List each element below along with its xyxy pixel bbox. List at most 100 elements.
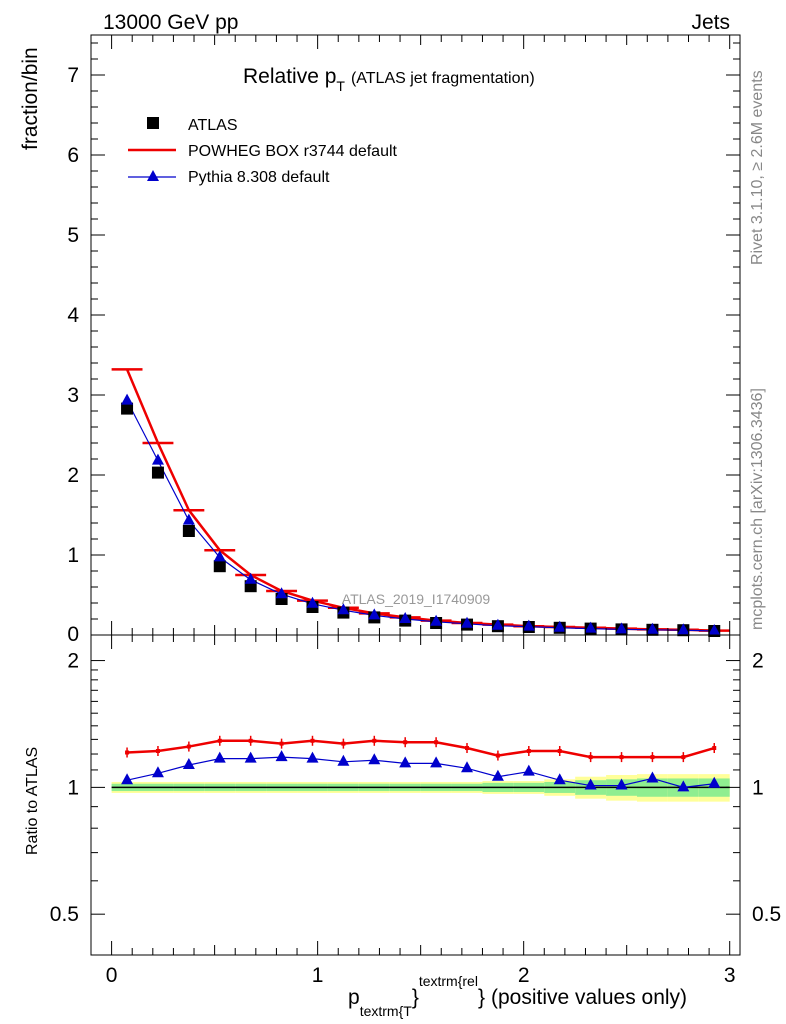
atlas-point (151, 466, 164, 479)
pythia-ratio-point (491, 769, 504, 781)
y-tick-label: 1 (67, 544, 79, 567)
x-tick-label: 3 (724, 964, 736, 987)
ratio-y-tick-label: 1 (67, 776, 79, 799)
ratio-panel: 0.5 0.5 1 1 2 2 0 1 2 3 Ratio to ATLAS ptextrm{T}… (24, 634, 781, 1019)
main-panel: ATLAS_2019_I1740909 1 2 3 4 5 6 7 0 fraction/bi… (19, 34, 741, 646)
powheg-ratio-point (712, 746, 717, 751)
legend: ATLAS POWHEG BOX r3744 default Pythia 8.… (128, 117, 398, 186)
pythia-ratio-point (461, 761, 474, 773)
pythia-ratio-point (368, 753, 381, 765)
pythia-point (522, 619, 535, 631)
pythia-ratio-point (677, 780, 690, 792)
pythia-ratio-point (646, 771, 659, 783)
powheg-ratio-point (619, 755, 624, 760)
y-axis-label: fraction/bin (19, 47, 42, 150)
xlabel-brace-subscript: } (412, 986, 419, 1009)
powheg-ratio-point (403, 740, 408, 745)
powheg-ratio-point (341, 741, 346, 746)
pythia-point (213, 550, 226, 562)
pythia-point (368, 608, 381, 620)
pythia-ratio-point (337, 754, 350, 766)
main-series-group (111, 368, 730, 637)
powheg-ratio-point (186, 744, 191, 749)
ratio-series-group (121, 735, 721, 792)
pythia-point (708, 624, 721, 635)
powheg-ratio-point (279, 741, 284, 746)
chart-title: Relative pT (ATLAS jet fragmentation) (243, 65, 535, 94)
rivet-label: Rivet 3.1.10, ≥ 2.6M events (749, 70, 766, 265)
pythia-point (151, 453, 164, 465)
powheg-ratio-point (125, 750, 130, 755)
pythia-ratio-point (121, 773, 134, 785)
ratio-y-label: Ratio to ATLAS (24, 747, 41, 855)
ratio-y-tick-label-right: 1 (752, 776, 764, 799)
pythia-point (677, 623, 690, 635)
y-tick-label: 6 (67, 144, 79, 167)
pythia-point (337, 603, 350, 615)
pythia-point (553, 620, 566, 632)
legend-label-pythia: Pythia 8.308 default (188, 169, 330, 186)
ratio-y-tick-label-right: 2 (752, 650, 764, 673)
legend-marker-atlas (147, 117, 159, 129)
powheg-ratio-point (465, 746, 470, 751)
powheg-ratio-point (588, 755, 593, 760)
powheg-ratio-point (650, 755, 655, 760)
y-tick-label: 3 (67, 384, 79, 407)
pythia-ratio-point (584, 778, 597, 790)
pythia-point (491, 618, 504, 630)
pythia-point (306, 596, 319, 608)
pythia-point (615, 622, 628, 634)
legend-label-powheg: POWHEG BOX r3744 default (188, 143, 398, 160)
powheg-ratio-point (248, 738, 253, 743)
atlas-point (121, 402, 134, 415)
pythia-point (646, 622, 659, 634)
pythia-ratio-point (182, 758, 195, 770)
pythia-ratio-point (615, 778, 628, 790)
powheg-ratio-point (495, 753, 500, 758)
pythia-point (121, 393, 134, 405)
title-subscript: T (336, 78, 345, 94)
pythia-ratio-point (522, 764, 535, 776)
powheg-ratio-point (434, 740, 439, 745)
ratio-y-tick-label: 0.5 (50, 903, 79, 926)
powheg-ratio-point (310, 738, 315, 743)
x-tick-label: 0 (106, 964, 118, 987)
ratio-axis-ticks: 0.5 0.5 1 1 2 2 0 1 2 3 (50, 635, 781, 987)
mcplots-label: mcplots.cern.ch [arXiv:1306.3436] (749, 388, 766, 630)
ratio-bands (111, 774, 730, 802)
ratio-y-tick-label: 2 (67, 650, 79, 673)
xlabel-subscript: textrm{T (360, 1003, 413, 1019)
pythia-ratio-point (151, 766, 164, 778)
pythia-ratio-point (213, 751, 226, 763)
x-tick-label: 1 (312, 964, 324, 987)
pythia-point (461, 616, 474, 628)
x-tick-label: 2 (518, 964, 530, 987)
pythia-ratio-point (430, 756, 443, 768)
legend-label-atlas: ATLAS (188, 117, 238, 134)
xlabel-superscript: textrm{rel (419, 973, 478, 989)
pythia-ratio-point (553, 773, 566, 785)
pythia-ratio-line (126, 756, 715, 788)
pythia-point (182, 513, 195, 525)
ratio-y-tick-label-right: 0.5 (752, 903, 781, 926)
title-main: Relative p (243, 65, 336, 88)
pythia-ratio-point (708, 776, 721, 788)
legend-marker-pythia (147, 170, 159, 181)
xlabel-brace-superscript: } (478, 986, 485, 1009)
pythia-ratio-point (244, 751, 257, 763)
xlabel-tail: (positive values only) (491, 986, 687, 1009)
x-axis-label: ptextrm{T}textrm{rel} (positive values on… (348, 973, 687, 1019)
pythia-ratio-point (306, 751, 319, 763)
watermark: ATLAS_2019_I1740909 (342, 591, 491, 607)
header-right: Jets (691, 11, 730, 34)
powheg-ratio-point (526, 748, 531, 753)
pythia-point (399, 612, 412, 623)
powheg-ratio-point (557, 748, 562, 753)
y-tick-label: 7 (67, 64, 79, 87)
pythia-point (244, 572, 257, 584)
y-tick-label: 2 (67, 464, 79, 487)
powheg-ratio-point (681, 755, 686, 760)
atlas-point (182, 525, 195, 537)
pythia-ratio-point (399, 756, 412, 768)
powheg-ratio-line (126, 739, 715, 759)
